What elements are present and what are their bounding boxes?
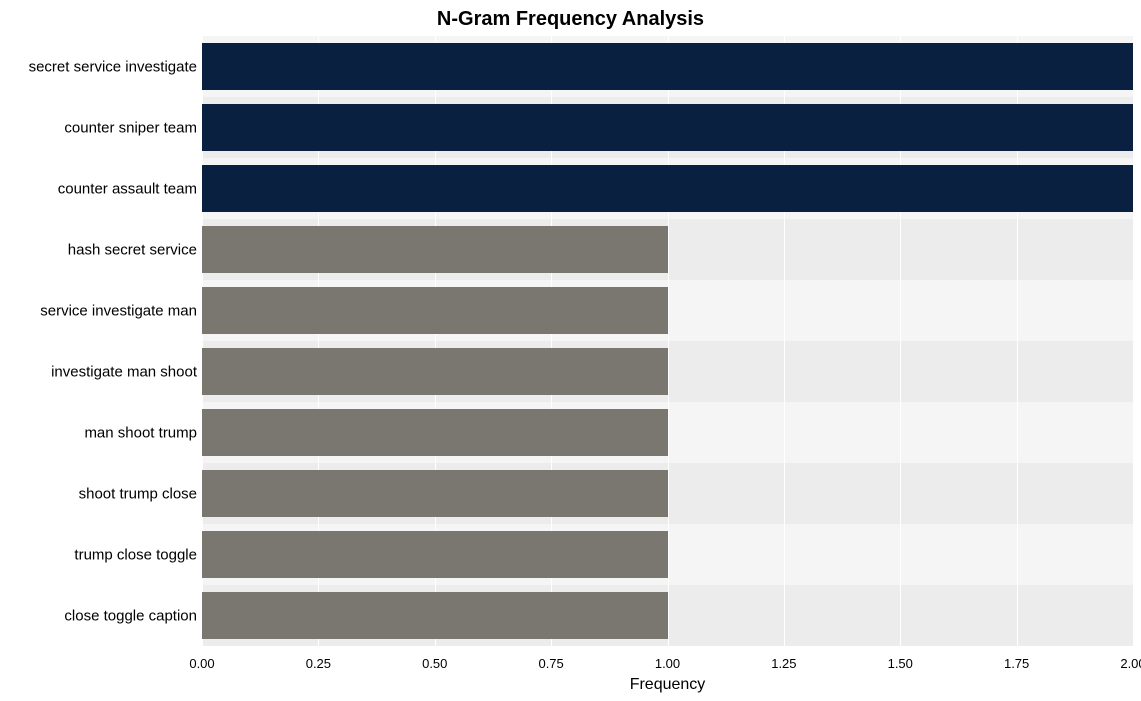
y-axis-label: secret service investigate [29,58,197,75]
plot-area [202,36,1133,646]
chart-container: N-Gram Frequency Analysis Frequency secr… [0,0,1141,701]
bar [202,470,668,518]
x-axis-tick-label: 0.00 [189,656,214,671]
y-axis-label: service investigate man [40,302,197,319]
y-axis-label: trump close toggle [74,546,197,563]
y-axis-label: counter assault team [58,180,197,197]
bar [202,104,1133,152]
x-axis-tick-label: 2.00 [1120,656,1141,671]
chart-title: N-Gram Frequency Analysis [0,8,1141,31]
y-axis-label: close toggle caption [64,607,197,624]
y-axis-label: hash secret service [68,241,197,258]
x-axis-tick-label: 1.50 [888,656,913,671]
bar [202,531,668,579]
bar [202,226,668,274]
x-axis-tick-label: 1.75 [1004,656,1029,671]
x-axis-tick-label: 1.25 [771,656,796,671]
bar [202,287,668,335]
bar [202,592,668,640]
x-axis-title: Frequency [202,676,1133,694]
x-axis-tick-label: 0.25 [306,656,331,671]
y-axis-label: man shoot trump [84,424,197,441]
x-axis-tick-label: 1.00 [655,656,680,671]
bar [202,348,668,396]
bar [202,43,1133,91]
y-axis-label: investigate man shoot [51,363,197,380]
bar [202,165,1133,213]
y-axis-label: counter sniper team [64,119,197,136]
bar [202,409,668,457]
x-axis-tick-label: 0.75 [538,656,563,671]
gridline [1133,36,1134,646]
x-axis-tick-label: 0.50 [422,656,447,671]
y-axis-label: shoot trump close [79,485,197,502]
